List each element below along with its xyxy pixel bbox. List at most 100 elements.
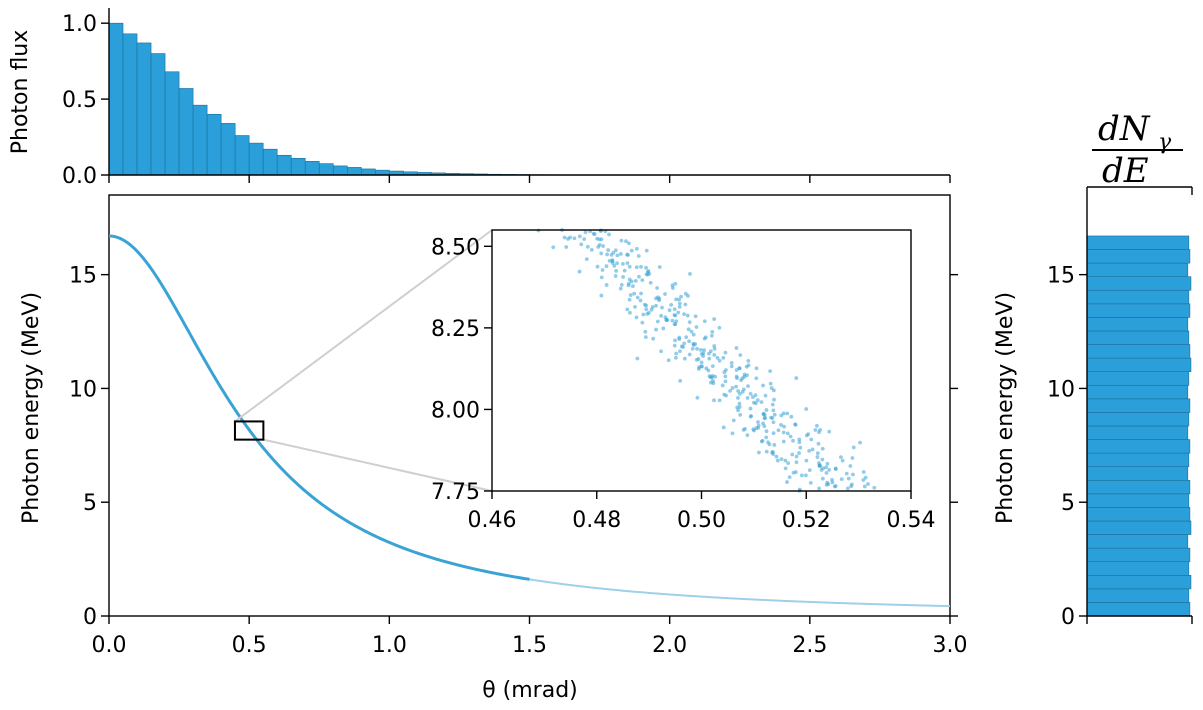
inset-point bbox=[709, 380, 713, 385]
inset-point bbox=[627, 241, 631, 246]
inset-point bbox=[776, 428, 781, 433]
inset-point bbox=[595, 236, 599, 241]
inset-point bbox=[694, 357, 699, 362]
inset-point bbox=[686, 327, 691, 332]
right-histogram-bar bbox=[1086, 466, 1189, 481]
inset-point bbox=[628, 310, 632, 315]
inset-point bbox=[763, 393, 768, 398]
inset-point bbox=[770, 416, 775, 420]
inset-point bbox=[745, 433, 750, 438]
inset-point bbox=[687, 352, 692, 357]
inset-point bbox=[787, 475, 792, 480]
right-histogram-bar bbox=[1086, 289, 1190, 305]
inset-point bbox=[618, 252, 623, 256]
inset-point bbox=[607, 232, 611, 237]
inset-point bbox=[639, 291, 643, 296]
inset-point bbox=[770, 402, 775, 407]
inset-point bbox=[648, 280, 653, 285]
inset-point bbox=[850, 456, 855, 460]
inset-point bbox=[695, 346, 699, 351]
zoom-connector-bottom bbox=[263, 438, 493, 492]
inset-point bbox=[810, 447, 815, 452]
inset-point bbox=[632, 291, 637, 296]
inset-point bbox=[738, 353, 743, 358]
inset-point bbox=[735, 405, 740, 410]
inset-point bbox=[737, 391, 742, 396]
inset-point bbox=[838, 455, 843, 459]
inset-point bbox=[813, 428, 818, 432]
inset-point bbox=[677, 304, 682, 309]
inset-point bbox=[577, 234, 582, 239]
inset-point bbox=[583, 230, 588, 235]
inset-point bbox=[721, 425, 726, 430]
inset-point bbox=[710, 364, 715, 369]
inset-point bbox=[582, 237, 587, 242]
right-histogram-bar bbox=[1086, 561, 1190, 576]
inset-point bbox=[604, 264, 609, 269]
inset-point bbox=[734, 384, 738, 389]
right-title-numerator: dN bbox=[1098, 109, 1151, 149]
inset-point bbox=[657, 265, 662, 269]
top-histogram-bar bbox=[192, 104, 208, 176]
top-histogram-bar bbox=[332, 165, 348, 176]
main-x-tick-label: 1.5 bbox=[512, 633, 547, 658]
right-y-tick-label: 15 bbox=[1047, 264, 1075, 289]
inset-point bbox=[768, 381, 773, 386]
inset-point bbox=[774, 454, 779, 459]
inset-point bbox=[712, 344, 717, 348]
right-histogram-bar bbox=[1086, 384, 1189, 400]
right-title-denominator: dE bbox=[1102, 151, 1149, 191]
main-y-tick-label: 0 bbox=[83, 605, 97, 630]
inset-point bbox=[710, 330, 715, 334]
inset-point bbox=[770, 449, 775, 454]
inset-point bbox=[757, 450, 761, 455]
inset-point bbox=[566, 237, 570, 241]
inset-point bbox=[634, 315, 639, 320]
inset-point bbox=[654, 303, 658, 308]
inset-point bbox=[669, 303, 674, 307]
right-title-subscript: γ bbox=[1158, 130, 1172, 155]
inset-point bbox=[678, 349, 682, 354]
inset-point bbox=[635, 356, 640, 361]
inset-point bbox=[717, 398, 722, 403]
inset-point bbox=[622, 268, 627, 273]
inset-point bbox=[673, 281, 678, 286]
inset-point bbox=[657, 296, 662, 301]
inset-point bbox=[683, 302, 688, 307]
inset-point bbox=[625, 307, 630, 312]
inset-point bbox=[742, 372, 747, 377]
inset-point bbox=[667, 308, 672, 313]
inset-point bbox=[738, 413, 743, 417]
inset-point bbox=[721, 355, 726, 360]
inset-x-tick-label: 0.50 bbox=[677, 508, 726, 533]
inset-point bbox=[851, 445, 856, 450]
inset-point bbox=[679, 344, 684, 349]
inset-point bbox=[637, 274, 641, 279]
inset-point bbox=[804, 433, 809, 438]
inset-point bbox=[759, 439, 764, 444]
inset-point bbox=[621, 275, 625, 279]
inset-point bbox=[615, 261, 619, 266]
inset-point bbox=[779, 457, 784, 462]
inset-point bbox=[577, 269, 582, 274]
zoom-connector-lines bbox=[234, 229, 493, 492]
right-y-tick-label: 10 bbox=[1047, 377, 1075, 402]
inset-point bbox=[817, 486, 822, 491]
inset-point bbox=[633, 278, 638, 283]
inset-point bbox=[769, 386, 774, 390]
inset-point bbox=[851, 472, 855, 477]
inset-point bbox=[674, 355, 678, 360]
inset-point bbox=[749, 414, 753, 418]
inset-point bbox=[848, 464, 853, 468]
inset-point bbox=[689, 329, 694, 334]
inset-point bbox=[804, 458, 809, 463]
inset-point bbox=[783, 458, 788, 463]
inset-point bbox=[737, 366, 742, 371]
top-histogram-bar bbox=[234, 135, 250, 176]
inset-point bbox=[655, 286, 659, 290]
inset-point bbox=[613, 248, 618, 253]
inset-point bbox=[728, 388, 732, 393]
right-histogram-bar bbox=[1086, 398, 1191, 413]
inset-point bbox=[687, 339, 692, 344]
